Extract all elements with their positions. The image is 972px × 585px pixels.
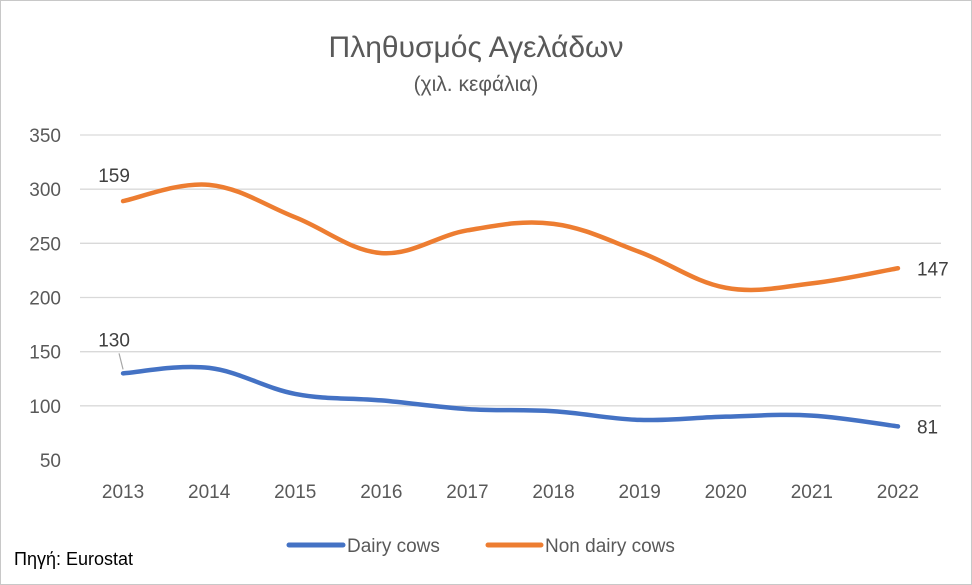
y-tick-label: 250 xyxy=(29,234,61,255)
x-axis-ticks: 2013 2014 2015 2016 2017 2018 2019 2020 2021 2022 xyxy=(102,482,919,503)
y-tick-label: 300 xyxy=(29,180,61,201)
x-tick-label: 2018 xyxy=(532,482,574,503)
x-tick-label: 2015 xyxy=(274,482,316,503)
data-label: 81 xyxy=(917,417,938,438)
y-tick-label: 100 xyxy=(29,397,61,418)
chart-title: Πληθυσμός Αγελάδων xyxy=(329,31,624,64)
x-tick-label: 2019 xyxy=(619,482,661,503)
data-label-leader xyxy=(118,353,124,370)
x-tick-label: 2017 xyxy=(446,482,488,503)
data-label: 130 xyxy=(98,330,130,351)
y-tick-label: 350 xyxy=(29,126,61,147)
series-line xyxy=(120,364,901,429)
legend-item-dairy[interactable]: Dairy cows xyxy=(286,536,440,557)
y-axis-ticks: 50 100 150 200 250 300 350 xyxy=(29,126,61,472)
x-tick-label: 2014 xyxy=(188,482,231,503)
series-line xyxy=(120,182,901,293)
x-tick-label: 2022 xyxy=(877,482,919,503)
x-tick-label: 2020 xyxy=(705,482,747,503)
legend-label-dairy: Dairy cows xyxy=(347,536,440,557)
legend: Dairy cows Non dairy cows xyxy=(286,536,675,557)
gridlines xyxy=(80,134,941,407)
legend-item-non-dairy[interactable]: Non dairy cows xyxy=(485,536,675,557)
data-labels: 130 81 159 147 xyxy=(98,166,948,438)
source-note: Πηγή: Eurostat xyxy=(14,549,133,569)
data-label: 147 xyxy=(917,259,949,280)
series-lines xyxy=(120,182,901,429)
y-tick-label: 150 xyxy=(29,343,61,364)
x-tick-label: 2021 xyxy=(791,482,833,503)
x-tick-label: 2016 xyxy=(360,482,402,503)
data-label: 159 xyxy=(98,166,130,187)
legend-label-non-dairy: Non dairy cows xyxy=(545,536,675,557)
x-tick-label: 2013 xyxy=(102,482,144,503)
y-tick-label: 200 xyxy=(29,289,61,310)
y-tick-label: 50 xyxy=(40,451,61,472)
chart-subtitle: (χιλ. κεφάλια) xyxy=(414,73,539,96)
